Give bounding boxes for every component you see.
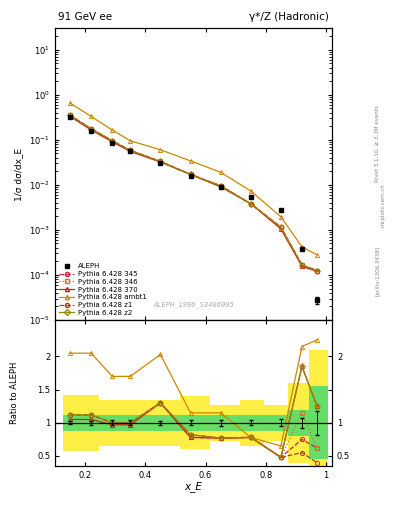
Bar	[210, 405, 240, 441]
Bar	[120, 415, 150, 431]
Text: ALEPH_1996_S3486095: ALEPH_1996_S3486095	[153, 302, 234, 308]
Bar	[240, 399, 264, 446]
Y-axis label: Ratio to ALEPH: Ratio to ALEPH	[10, 362, 19, 424]
Bar	[288, 383, 310, 463]
Bar	[288, 410, 310, 436]
Text: [arXiv:1306.3438]: [arXiv:1306.3438]	[375, 246, 380, 296]
Bar	[62, 415, 77, 431]
Bar	[310, 350, 328, 496]
Bar	[310, 387, 328, 459]
Legend: ALEPH, Pythia 6.428 345, Pythia 6.428 346, Pythia 6.428 370, Pythia 6.428 ambt1,: ALEPH, Pythia 6.428 345, Pythia 6.428 34…	[58, 262, 148, 317]
Bar	[210, 415, 240, 431]
Bar	[264, 405, 288, 441]
X-axis label: x_E: x_E	[185, 481, 202, 492]
Bar	[180, 415, 210, 431]
Text: γ*/Z (Hadronic): γ*/Z (Hadronic)	[250, 12, 329, 23]
Y-axis label: 1/σ dσ/dx_E: 1/σ dσ/dx_E	[14, 147, 23, 201]
Text: mcplots.cern.ch: mcplots.cern.ch	[381, 183, 386, 227]
Bar	[62, 395, 77, 451]
Bar	[120, 399, 150, 446]
Bar	[77, 395, 99, 451]
Bar	[99, 399, 120, 446]
Bar	[240, 415, 264, 431]
Bar	[180, 396, 210, 450]
Bar	[264, 415, 288, 431]
Bar	[77, 415, 99, 431]
Text: 91 GeV ee: 91 GeV ee	[58, 12, 112, 23]
Bar	[150, 399, 180, 446]
Text: Rivet 3.1.10, ≥ 3.1M events: Rivet 3.1.10, ≥ 3.1M events	[375, 105, 380, 182]
Bar	[150, 415, 180, 431]
Bar	[99, 415, 120, 431]
